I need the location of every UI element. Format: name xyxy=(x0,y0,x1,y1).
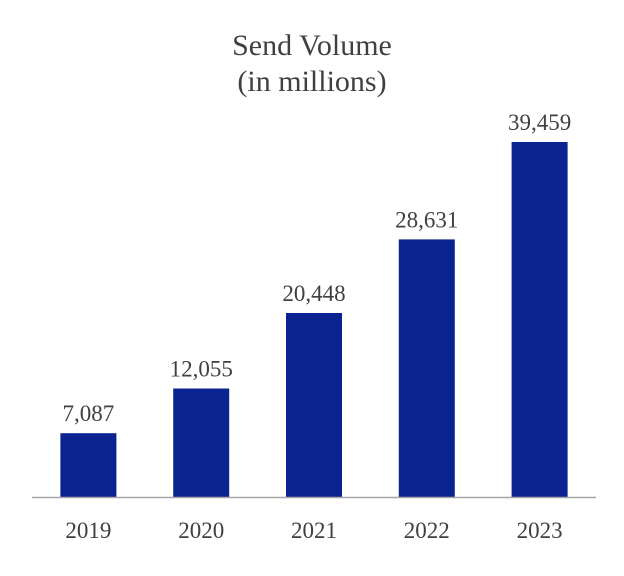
data-label-2021: 20,448 xyxy=(282,281,345,306)
data-label-2020: 12,055 xyxy=(170,357,233,382)
x-tick-label-2020: 2020 xyxy=(178,518,224,543)
data-label-2019: 7,087 xyxy=(63,401,115,426)
bar-2020 xyxy=(173,388,230,497)
bar-2023 xyxy=(511,142,568,497)
bars-group xyxy=(60,142,568,497)
data-label-2022: 28,631 xyxy=(395,207,458,232)
chart-title-line-1: Send Volume xyxy=(232,29,392,62)
bar-2021 xyxy=(286,313,342,497)
x-tick-label-2023: 2023 xyxy=(517,518,563,543)
x-tick-label-2021: 2021 xyxy=(291,518,337,543)
x-tick-labels-group: 2019 2020 2021 2022 2023 xyxy=(65,518,562,543)
bar-2022 xyxy=(398,239,455,497)
chart-title-line-2: (in millions) xyxy=(237,65,386,98)
data-labels-group: 7,087 12,055 20,448 28,631 39,459 xyxy=(63,110,572,426)
x-tick-label-2019: 2019 xyxy=(65,518,111,543)
bar-2019 xyxy=(60,433,117,497)
x-tick-label-2022: 2022 xyxy=(404,518,450,543)
data-label-2023: 39,459 xyxy=(508,110,571,135)
